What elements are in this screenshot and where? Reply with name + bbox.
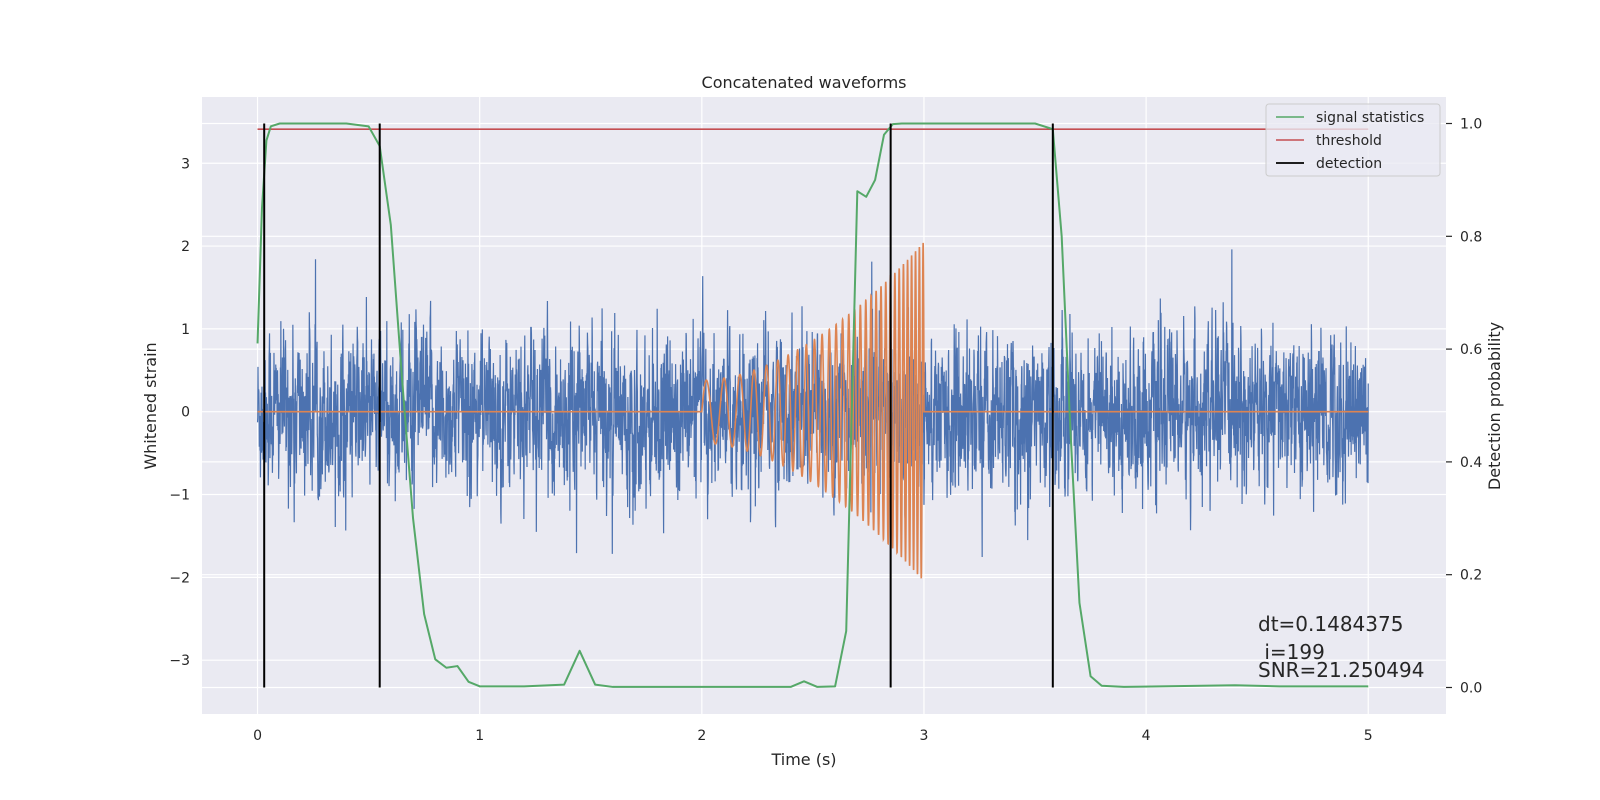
- legend: signal statistics threshold detection: [1265, 103, 1441, 177]
- x-axis-ticks: 0 1 2 3 4 5: [253, 728, 1373, 744]
- series-chirp-line: [257, 242, 1369, 579]
- plot-series: [256, 122, 1369, 688]
- right-tick-label-4: 0.8: [1460, 229, 1482, 245]
- legend-label-detection: detection: [1316, 156, 1382, 172]
- y-tick-label-2: −1: [169, 488, 190, 504]
- y-tick-label-6: 3: [181, 156, 190, 172]
- x-tick-label-0: 0: [253, 728, 262, 744]
- annotation-block: dt=0.1484375 i=199 SNR=21.250494: [1258, 612, 1424, 682]
- y-axis-ticks: −3 −2 −1 0 1 2 3: [169, 156, 190, 669]
- x-tick-label-3: 3: [920, 728, 929, 744]
- annotation-snr: SNR=21.250494: [1258, 658, 1424, 682]
- right-axis-label: Detection probability: [1485, 322, 1504, 490]
- legend-label-threshold: threshold: [1316, 133, 1382, 149]
- y-tick-label-0: −3: [169, 653, 190, 669]
- right-tick-label-0: 0.0: [1460, 680, 1482, 696]
- x-tick-label-1: 1: [475, 728, 484, 744]
- annotation-dt: dt=0.1484375: [1258, 612, 1403, 636]
- right-tick-label-3: 0.6: [1460, 342, 1482, 358]
- right-tick-label-1: 0.2: [1460, 568, 1482, 584]
- legend-box: [1265, 103, 1441, 177]
- y-tick-label-1: −2: [169, 570, 190, 586]
- x-axis-label: Time (s): [770, 750, 836, 769]
- legend-label-signal-statistics: signal statistics: [1316, 110, 1424, 126]
- y-tick-label-4: 1: [181, 322, 190, 338]
- y-axis-label: Whitened strain: [141, 342, 160, 469]
- series-signal-statistics-line: [256, 122, 1369, 688]
- x-tick-label-2: 2: [697, 728, 706, 744]
- y-tick-label-5: 2: [181, 239, 190, 255]
- chart-title: Concatenated waveforms: [702, 73, 907, 92]
- annotation-index: i=199: [1258, 640, 1325, 664]
- right-tick-label-5: 1.0: [1460, 117, 1482, 133]
- right-axis-ticks: 0.0 0.2 0.4 0.6 0.8 1.0: [1446, 117, 1482, 696]
- x-tick-label-4: 4: [1142, 728, 1151, 744]
- y-tick-label-3: 0: [181, 405, 190, 421]
- x-tick-label-5: 5: [1364, 728, 1373, 744]
- right-tick-label-2: 0.4: [1460, 455, 1482, 471]
